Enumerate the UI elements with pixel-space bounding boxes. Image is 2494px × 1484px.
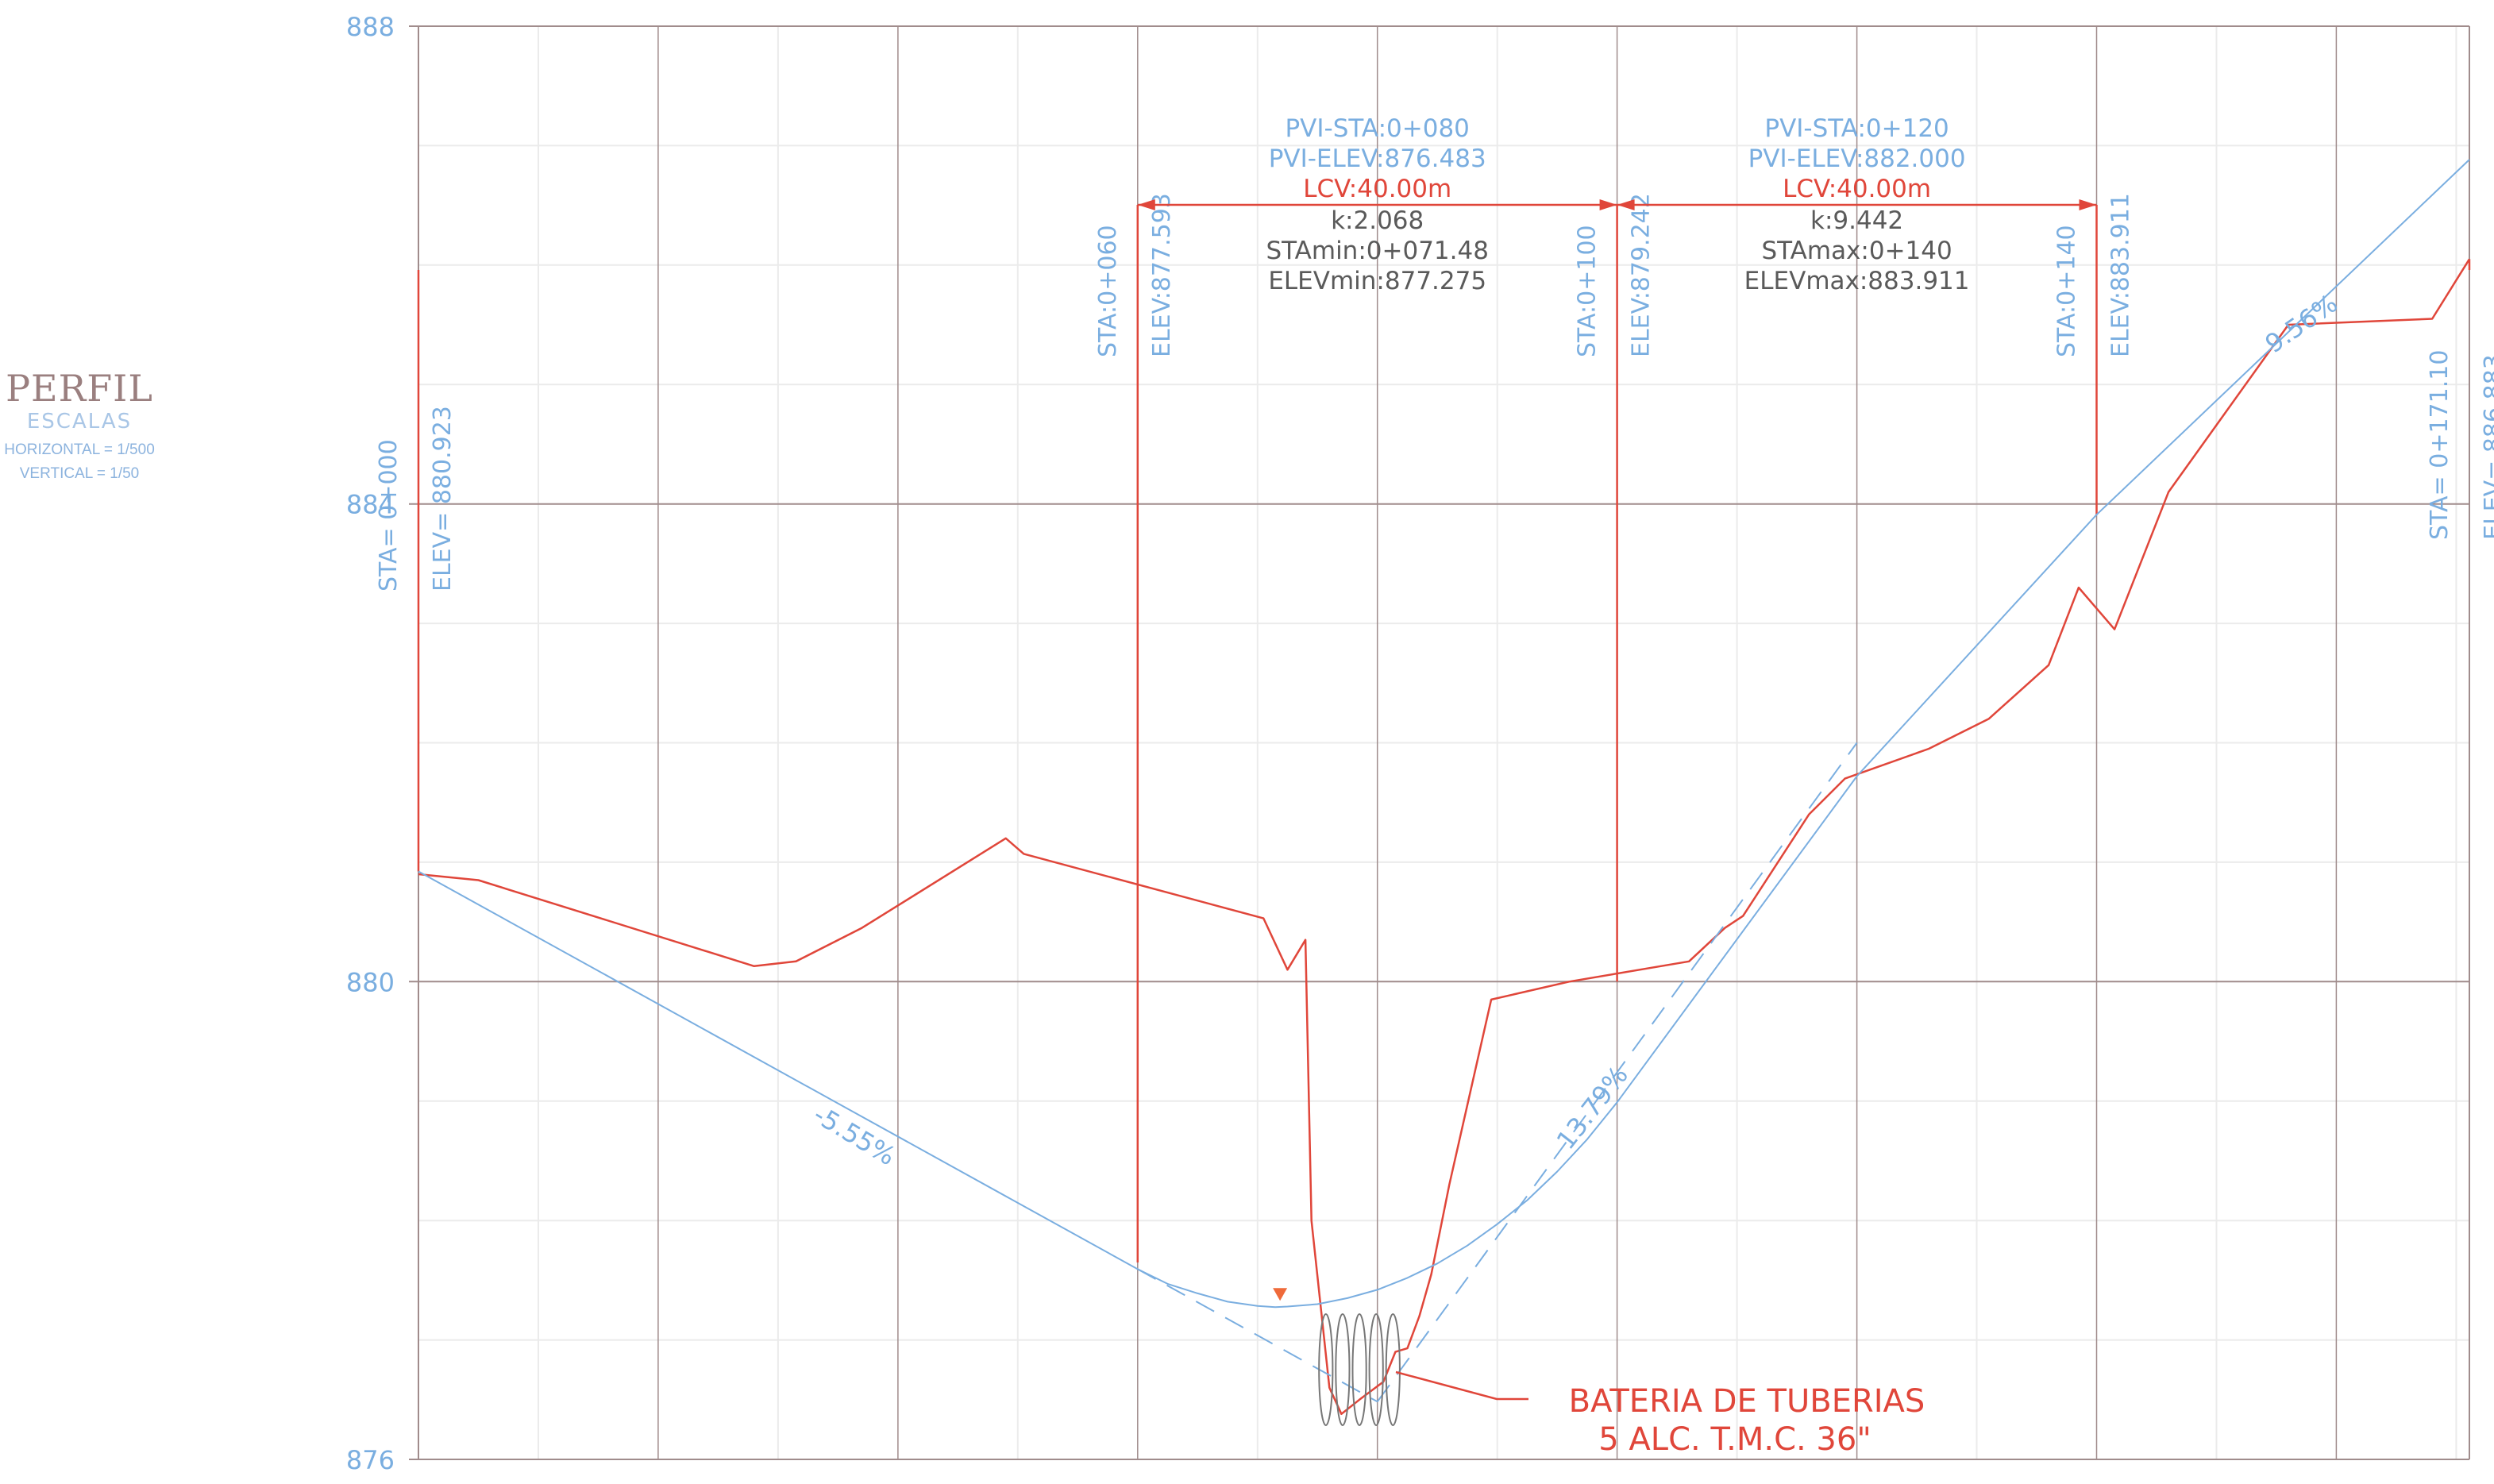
- dimension-arrow: [2079, 199, 2097, 210]
- tangent-extension: [1376, 742, 1858, 1402]
- grade-label: -5.55%: [808, 1100, 901, 1172]
- profile-title: PERFIL: [6, 367, 153, 410]
- curve-annotation: PVI-STA:0+080: [1285, 114, 1469, 143]
- station-marker-label: STA= 0+000: [375, 439, 403, 592]
- terrain-line: [418, 258, 2471, 1416]
- curve-annotation: k:9.442: [1810, 206, 1903, 235]
- station-marker-label: ELEV= 886.883: [2480, 354, 2494, 540]
- station-marker-label: ELEV:883.911: [2107, 193, 2135, 357]
- station-marker-label: ELEV:877.593: [1148, 193, 1176, 357]
- curve-annotation: PVI-ELEV:876.483: [1269, 145, 1486, 173]
- culvert-pipe: [1318, 1313, 1334, 1426]
- station-marker-label: ELEV:879.242: [1628, 193, 1656, 357]
- y-tick-label: 884: [346, 490, 395, 520]
- curve-annotation: STAmax:0+140: [1761, 237, 1952, 265]
- station-marker-label: STA:0+060: [1094, 225, 1122, 357]
- station-marker-label: ELEV= 880.923: [429, 406, 457, 592]
- scales-heading: ESCALAS: [26, 410, 133, 434]
- y-tick-label: 880: [346, 967, 395, 997]
- dimension-arrow: [1617, 199, 1635, 210]
- curve-annotation: ELEVmax:883.911: [1744, 267, 1970, 295]
- curve-annotation: LCV:40.00m: [1303, 175, 1451, 203]
- vertical-scale: VERTICAL = 1/50: [19, 465, 140, 482]
- dimension-arrow: [1137, 199, 1155, 210]
- curve-annotation: STAmin:0+071.48: [1266, 237, 1488, 265]
- culvert-label: 5 ALC. T.M.C. 36": [1598, 1421, 1871, 1458]
- low-point-marker: [1273, 1288, 1288, 1301]
- curve-annotation: PVI-ELEV:882.000: [1748, 145, 1966, 173]
- curve-annotation: k:2.068: [1331, 206, 1424, 235]
- dimension-arrow: [1599, 199, 1617, 210]
- tangent-extension: [1137, 1268, 1378, 1403]
- station-marker-label: STA:0+140: [2053, 225, 2081, 357]
- curve-annotation: PVI-STA:0+120: [1764, 114, 1949, 143]
- culvert-pipe: [1368, 1313, 1384, 1426]
- station-marker-label: STA= 0+171.10: [2426, 350, 2454, 540]
- grade-line: [418, 159, 2470, 1309]
- culvert-pipe: [1385, 1313, 1401, 1426]
- y-tick-label: 876: [346, 1445, 395, 1475]
- culvert-pipe: [1335, 1313, 1351, 1426]
- y-tick-label: 888: [346, 12, 395, 42]
- curve-annotation: ELEVmin:877.275: [1268, 267, 1486, 295]
- curve-annotation: LCV:40.00m: [1783, 175, 1931, 203]
- station-marker-label: STA:0+100: [1574, 225, 1602, 357]
- culvert-leader: [1395, 1370, 1528, 1401]
- grade-label: 13.79%: [1551, 1060, 1634, 1155]
- culvert-pipe: [1351, 1313, 1367, 1426]
- culvert-label: BATERIA DE TUBERIAS: [1569, 1383, 1925, 1420]
- horizontal-scale: HORIZONTAL = 1/500: [4, 441, 155, 458]
